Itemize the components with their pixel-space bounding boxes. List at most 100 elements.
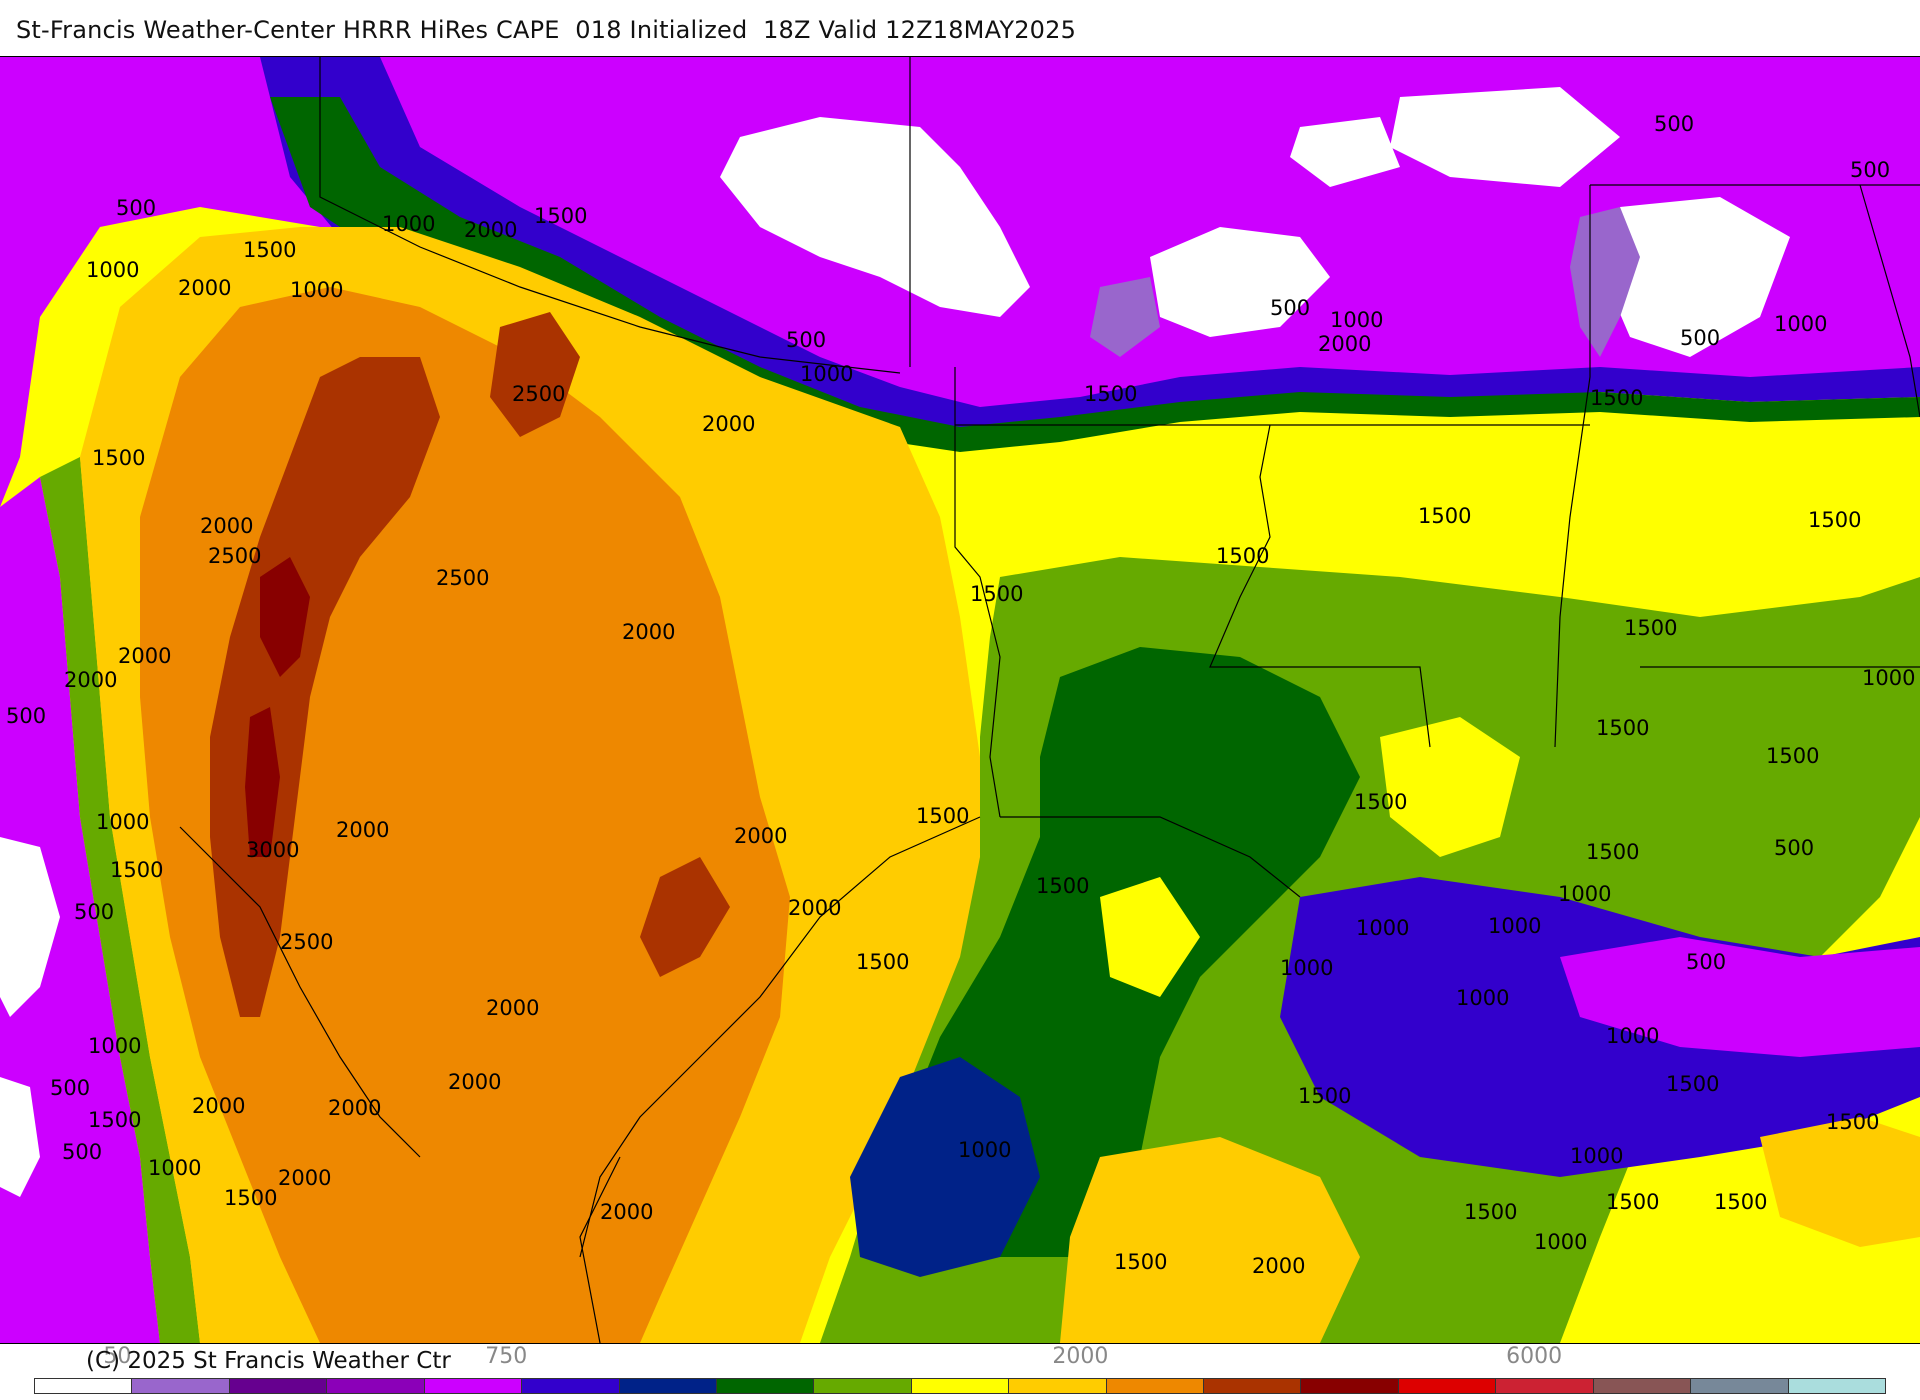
contour-label: 1500 — [1036, 874, 1089, 898]
colorbar-swatch — [1301, 1379, 1399, 1393]
contour-label: 1500 — [1354, 790, 1407, 814]
contour-label: 500 — [1680, 326, 1720, 350]
contour-label: 1500 — [1596, 716, 1649, 740]
contour-label: 2000 — [118, 644, 171, 668]
colorbar-swatch — [1788, 1379, 1886, 1393]
map-title: St-Francis Weather-Center HRRR HiRes CAP… — [16, 16, 1077, 44]
contour-label: 1000 — [1606, 1024, 1659, 1048]
colorbar-swatch — [522, 1379, 620, 1393]
cape-region-lavender — [1090, 207, 1640, 357]
contour-label: 1500 — [1586, 840, 1639, 864]
colorbar-tick-labels: 50 750 2000 6000 — [34, 1344, 1886, 1372]
contour-label: 1500 — [1826, 1110, 1879, 1134]
contour-label: 1000 — [1774, 312, 1827, 336]
contour-label: 1500 — [1606, 1190, 1659, 1214]
contour-label: 1500 — [1114, 1250, 1167, 1274]
colorbar-tick: 750 — [485, 1344, 528, 1369]
colorbar-swatch — [1204, 1379, 1302, 1393]
cape-region-west-magenta — [0, 477, 160, 1343]
contour-label: 1000 — [290, 278, 343, 302]
contour-label: 2500 — [280, 930, 333, 954]
contour-label: 1000 — [1570, 1144, 1623, 1168]
contour-label: 1500 — [1464, 1200, 1517, 1224]
contour-label: 1000 — [382, 212, 435, 236]
contour-label: 2000 — [702, 412, 755, 436]
colorbar-swatch — [1398, 1379, 1497, 1393]
contour-label: 2000 — [448, 1070, 501, 1094]
contour-label: 1000 — [148, 1156, 201, 1180]
cape-region-white-north — [720, 117, 1030, 317]
contour-label: 1500 — [1216, 544, 1269, 568]
colorbar-swatch — [35, 1379, 133, 1393]
contour-label: 2000 — [328, 1096, 381, 1120]
contour-label: 1000 — [1330, 308, 1383, 332]
contour-label: 500 — [1270, 296, 1310, 320]
contour-label: 1500 — [1766, 744, 1819, 768]
state-boundaries — [179, 57, 1920, 1343]
contour-label: 2500 — [436, 566, 489, 590]
contour-label: 1000 — [86, 258, 139, 282]
contour-label: 500 — [1686, 950, 1726, 974]
contour-label: 1500 — [88, 1108, 141, 1132]
colorbar-swatch — [1009, 1379, 1107, 1393]
contour-label: 2000 — [486, 996, 539, 1020]
contour-label: 500 — [50, 1076, 90, 1100]
colorbar-swatch — [1106, 1379, 1205, 1393]
contour-label: 2000 — [200, 514, 253, 538]
contour-label: 2000 — [64, 668, 117, 692]
colorbar-swatch — [619, 1379, 717, 1393]
contour-label: 2500 — [208, 544, 261, 568]
contour-label: 1000 — [1558, 882, 1611, 906]
contour-label: 1500 — [1084, 382, 1137, 406]
cape-region-west-green — [40, 457, 200, 1343]
contour-label: 1000 — [800, 362, 853, 386]
contour-label: 2000 — [278, 1166, 331, 1190]
contour-label: 500 — [1850, 158, 1890, 182]
colorbar-tick: 50 — [103, 1344, 132, 1369]
copyright-credit: (C) 2025 St Francis Weather Ctr — [86, 1348, 451, 1374]
colorbar-swatch — [1496, 1379, 1594, 1393]
colorbar-swatch — [1691, 1379, 1789, 1393]
cape-region-west-white — [0, 837, 60, 1197]
contour-label: 1000 — [1862, 666, 1915, 690]
contour-label: 1500 — [1666, 1072, 1719, 1096]
contour-label: 1000 — [1534, 1230, 1587, 1254]
contour-label: 2000 — [192, 1094, 245, 1118]
contour-label: 1500 — [243, 238, 296, 262]
contour-label: 3000 — [246, 838, 299, 862]
contour-label: 500 — [6, 704, 46, 728]
contour-label: 1000 — [1356, 916, 1409, 940]
contour-label: 1000 — [96, 810, 149, 834]
contour-label: 500 — [786, 328, 826, 352]
colorbar-swatch — [911, 1379, 1010, 1393]
contour-label: 1500 — [1714, 1190, 1767, 1214]
colorbar-swatch — [716, 1379, 815, 1393]
contour-label: 2000 — [1252, 1254, 1305, 1278]
contour-label: 2000 — [178, 276, 231, 300]
contour-label: 500 — [62, 1140, 102, 1164]
contour-label: 1500 — [970, 582, 1023, 606]
colorbar-tick: 6000 — [1506, 1344, 1563, 1369]
contour-label: 1500 — [1298, 1084, 1351, 1108]
contour-label: 500 — [1774, 836, 1814, 860]
cape-map-svg: 500 1000 1500 2000 1000 1000 2000 1500 5… — [0, 57, 1920, 1343]
contour-label: 2000 — [788, 896, 841, 920]
contour-label: 1500 — [534, 204, 587, 228]
contour-label: 500 — [116, 196, 156, 220]
contour-label: 1500 — [1590, 386, 1643, 410]
colorbar-tick: 2000 — [1052, 1344, 1109, 1369]
contour-label: 2500 — [512, 382, 565, 406]
contour-label: 2000 — [734, 824, 787, 848]
colorbar-swatch — [132, 1379, 230, 1393]
contour-label: 2000 — [600, 1200, 653, 1224]
cape-region-east-blue — [850, 1057, 1040, 1277]
contour-label: 1000 — [1280, 956, 1333, 980]
contour-label: 500 — [74, 900, 114, 924]
cape-region-white-lakes — [1150, 87, 1790, 357]
contour-label: 2000 — [1318, 332, 1371, 356]
contour-label: 1500 — [1418, 504, 1471, 528]
contour-label: 1500 — [224, 1186, 277, 1210]
cape-region-east-yellow — [1100, 717, 1520, 997]
cape-region-maroon — [245, 557, 310, 857]
contour-labels: 500 1000 1500 2000 1000 1000 2000 1500 5… — [6, 112, 1915, 1278]
